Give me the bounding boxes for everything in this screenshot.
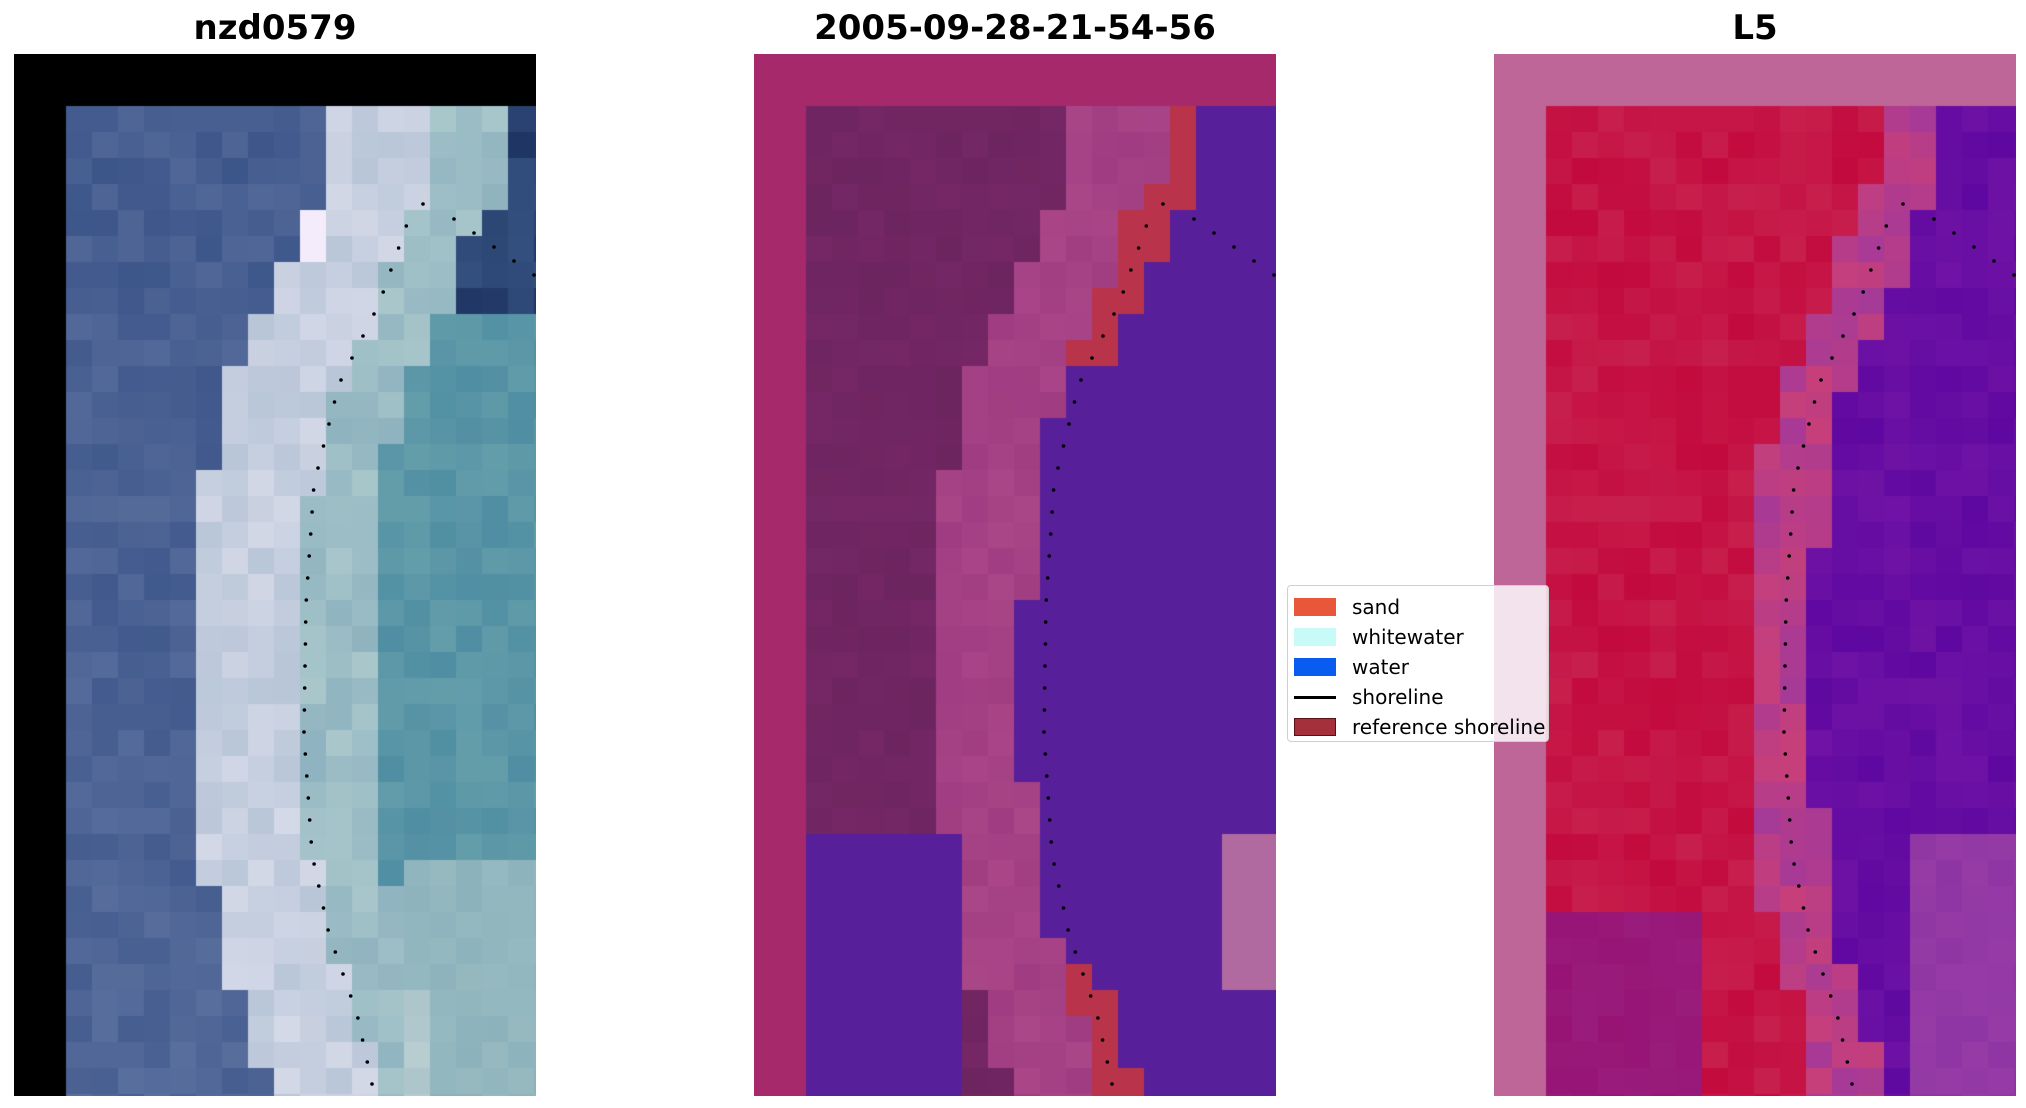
legend-label-shoreline: shoreline — [1352, 685, 1444, 709]
whitewater-swatch — [1294, 628, 1336, 646]
classified-image-panel — [754, 54, 1276, 1096]
legend: sand whitewater water shoreline referenc… — [1287, 585, 1549, 742]
reference-shoreline-swatch — [1294, 718, 1336, 736]
water-swatch — [1294, 658, 1336, 676]
panel-title-3: L5 — [1732, 8, 1778, 48]
legend-label-sand: sand — [1352, 595, 1401, 619]
legend-item-sand: sand — [1294, 595, 1400, 619]
legend-item-reference-shoreline: reference shoreline — [1294, 715, 1545, 739]
panel-title-2: 2005-09-28-21-54-56 — [814, 8, 1216, 48]
sand-swatch — [1294, 598, 1336, 616]
index-image — [1494, 54, 2016, 1096]
legend-label-reference-shoreline: reference shoreline — [1352, 715, 1546, 739]
classified-image — [754, 54, 1276, 1096]
rgb-image-panel — [14, 54, 536, 1096]
shoreline-overlay-index — [1782, 202, 2016, 1086]
shoreline-line-swatch — [1294, 695, 1336, 699]
legend-item-shoreline: shoreline — [1294, 685, 1444, 709]
shoreline-overlay-classified — [1042, 202, 1276, 1086]
legend-label-water: water — [1352, 655, 1409, 679]
panel-title-1: nzd0579 — [193, 8, 357, 48]
legend-item-whitewater: whitewater — [1294, 625, 1464, 649]
legend-item-water: water — [1294, 655, 1409, 679]
index-image-panel — [1494, 54, 2016, 1096]
rgb-satellite-image — [14, 54, 536, 1096]
legend-label-whitewater: whitewater — [1352, 625, 1464, 649]
shoreline-overlay-rgb — [302, 202, 536, 1086]
